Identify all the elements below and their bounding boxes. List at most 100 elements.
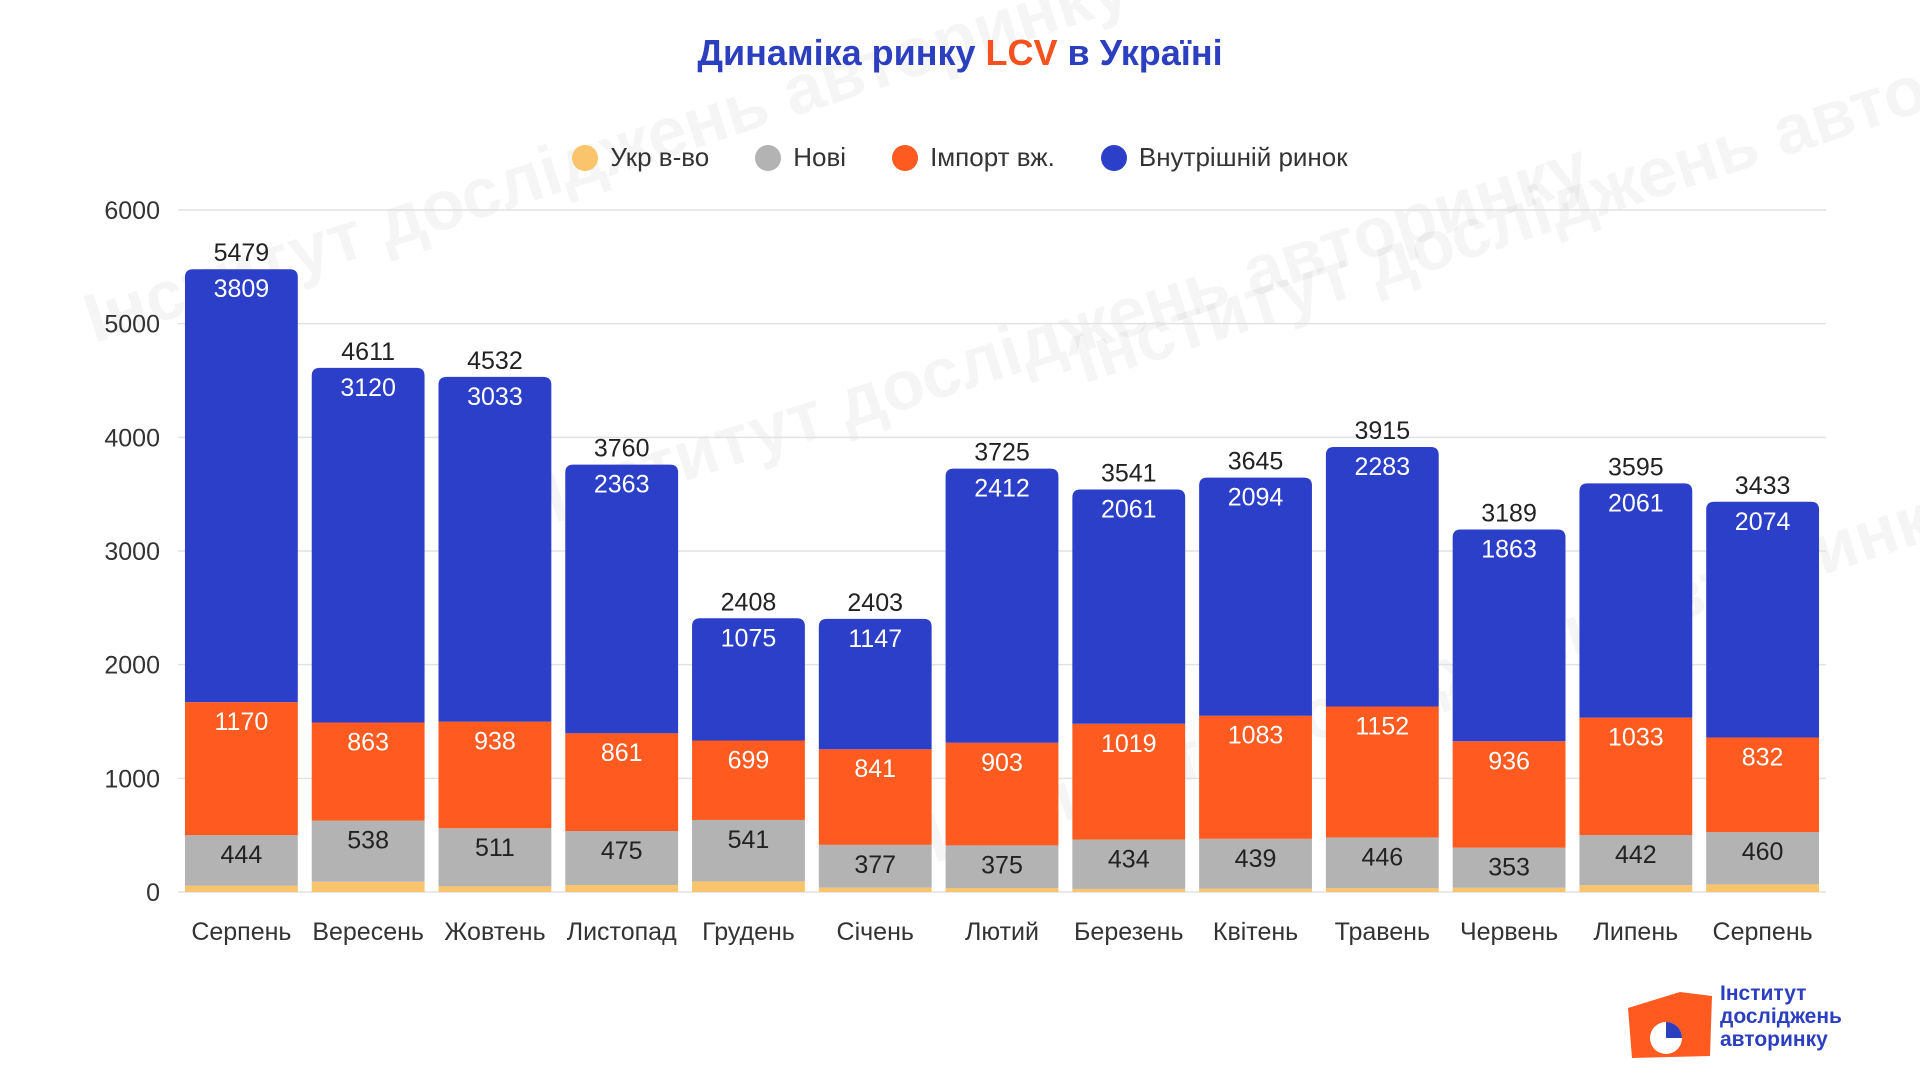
bar-segment xyxy=(311,820,425,882)
logo-icon xyxy=(1628,992,1712,1058)
bar-segment xyxy=(1706,737,1820,833)
total-label: 2408 xyxy=(721,588,777,616)
legend-label-import: Імпорт вж. xyxy=(930,142,1055,172)
data-label: 903 xyxy=(981,749,1023,777)
data-label: 841 xyxy=(854,755,896,783)
bar-segment xyxy=(1199,838,1312,889)
legend-item-new[interactable]: Нові xyxy=(755,142,846,173)
title-suffix: в Україні xyxy=(1057,32,1223,73)
data-label: 1147 xyxy=(848,625,902,653)
title-prefix: Динаміка ринку xyxy=(697,32,986,73)
data-label: 1152 xyxy=(1355,712,1409,740)
y-tick-label: 2000 xyxy=(104,652,160,680)
data-label: 1083 xyxy=(1228,722,1284,750)
bar-segment xyxy=(438,721,552,829)
total-label: 3725 xyxy=(974,439,1030,467)
data-label: 938 xyxy=(474,728,516,756)
data-label: 861 xyxy=(601,739,643,767)
total-label: 3760 xyxy=(594,435,650,463)
bar-segment xyxy=(311,722,425,821)
bar-segment xyxy=(818,887,932,892)
bar-segment xyxy=(692,740,805,820)
bar-segment xyxy=(565,831,679,886)
total-label: 4532 xyxy=(467,347,523,375)
bar-segment xyxy=(1199,477,1312,716)
bar-segment xyxy=(1072,489,1186,724)
bar-segment xyxy=(1452,529,1566,742)
legend-item-ukr[interactable]: Укр в-во xyxy=(572,142,709,173)
legend-item-import[interactable]: Імпорт вж. xyxy=(892,142,1055,173)
total-label: 2403 xyxy=(847,589,903,617)
data-label: 1033 xyxy=(1608,724,1664,752)
data-label: 460 xyxy=(1742,838,1784,866)
data-label: 434 xyxy=(1108,846,1150,874)
data-label: 475 xyxy=(601,837,643,865)
bar-segment xyxy=(438,886,552,892)
y-tick-label: 3000 xyxy=(104,538,160,566)
legend-label-new: Нові xyxy=(793,142,847,172)
bar-segment xyxy=(945,845,1059,889)
bar-segment xyxy=(945,742,1059,846)
data-label: 2061 xyxy=(1101,496,1157,524)
chart-title: Динаміка ринку LCV в Україні xyxy=(0,32,1920,74)
data-label: 442 xyxy=(1615,841,1657,869)
y-tick-label: 1000 xyxy=(104,765,160,793)
data-label: 538 xyxy=(347,827,389,855)
bar-segment xyxy=(438,828,552,887)
total-label: 3541 xyxy=(1101,460,1157,488)
bar-segment xyxy=(311,367,425,723)
bar-segment xyxy=(1452,847,1566,888)
data-label: 511 xyxy=(475,834,515,862)
bar-segment xyxy=(692,819,805,882)
x-tick-label: Травень xyxy=(1335,918,1430,946)
bar-segment xyxy=(565,464,679,734)
legend-label-ukr: Укр в-во xyxy=(610,142,710,172)
total-label: 3645 xyxy=(1228,448,1284,476)
logo-text: Інститут досліджень авторинку xyxy=(1720,982,1842,1051)
data-label: 936 xyxy=(1488,747,1530,775)
bar-segment xyxy=(1579,885,1693,892)
data-label: 832 xyxy=(1742,744,1784,772)
bar-segment xyxy=(1325,706,1439,838)
bar-segment xyxy=(945,468,1059,743)
data-label: 377 xyxy=(854,851,896,879)
logo-line-1: Інститут xyxy=(1720,982,1807,1005)
y-tick-label: 4000 xyxy=(104,424,160,452)
bar-segment xyxy=(692,618,805,741)
bar-segment xyxy=(184,702,298,836)
bar-segment xyxy=(184,269,298,703)
data-label: 541 xyxy=(728,826,770,854)
total-label: 3915 xyxy=(1354,417,1410,445)
x-tick-label: Серпень xyxy=(191,918,291,946)
x-tick-label: Липень xyxy=(1594,918,1679,946)
bar-segment xyxy=(184,835,298,886)
data-label: 3120 xyxy=(340,374,396,402)
bar-segment xyxy=(1199,715,1312,839)
x-tick-label: Лютий xyxy=(965,918,1039,946)
data-label: 2094 xyxy=(1228,484,1284,512)
bar-segment xyxy=(818,749,932,845)
total-label: 4611 xyxy=(341,338,395,366)
total-label: 3189 xyxy=(1481,500,1537,528)
data-label: 2074 xyxy=(1735,508,1791,536)
bar-segment xyxy=(1325,446,1439,707)
logo-line-3: авторинку xyxy=(1720,1028,1828,1051)
bar-segment xyxy=(945,888,1059,892)
x-tick-label: Грудень xyxy=(702,918,795,946)
bar-segment xyxy=(1579,835,1693,886)
legend-marker-import xyxy=(892,144,919,171)
legend-item-domestic[interactable]: Внутрішній ринок xyxy=(1100,142,1348,173)
data-label: 699 xyxy=(728,746,770,774)
data-label: 1170 xyxy=(215,708,269,736)
x-tick-label: Серпень xyxy=(1713,918,1813,946)
x-tick-label: Жовтень xyxy=(444,918,545,946)
y-tick-label: 0 xyxy=(146,879,160,907)
data-label: 446 xyxy=(1361,843,1403,871)
data-label: 444 xyxy=(221,841,263,869)
institute-logo: Інститут досліджень авторинку xyxy=(1620,978,1880,1060)
total-label: 3595 xyxy=(1608,453,1664,481)
data-label: 1075 xyxy=(721,624,777,652)
bar-segment xyxy=(1325,837,1439,889)
